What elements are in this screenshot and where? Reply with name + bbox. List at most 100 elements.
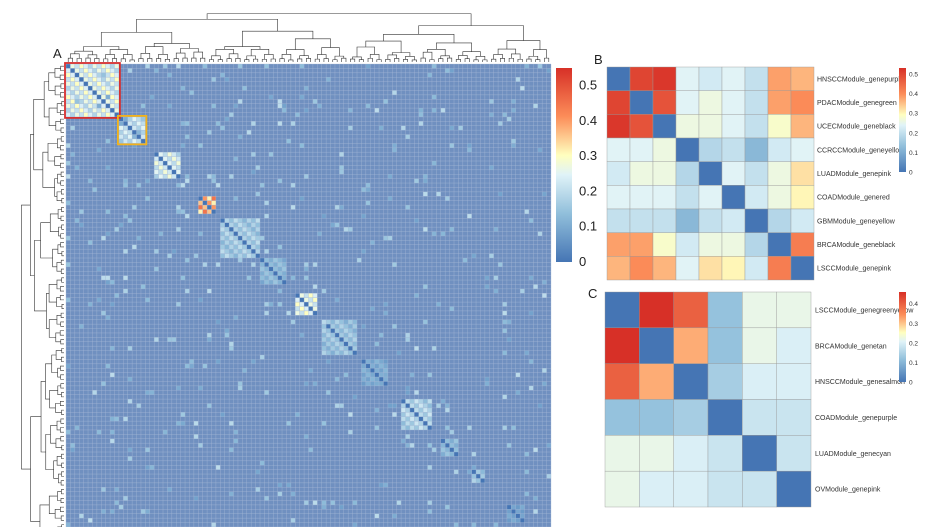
heatmap-a-cell (215, 121, 221, 126)
heatmap-a-cell (176, 161, 181, 166)
heatmap-c-cell (707, 470, 743, 508)
heatmap-a-cell (101, 112, 106, 117)
heatmap-a-cell (145, 390, 150, 395)
heatmap-a-cell (66, 72, 71, 78)
heatmap-a-cell (277, 262, 283, 267)
heatmap-a-cell (207, 174, 212, 179)
heatmap-c-cell (707, 327, 743, 364)
heatmap-a-cell (92, 64, 97, 69)
heatmap-b-row-label: HNSCCModule_genepurple (817, 76, 904, 83)
heatmap-a-cell (140, 138, 146, 144)
heatmap-a-cell (118, 138, 124, 144)
heatmap-a-cell (176, 209, 181, 214)
heatmap-a-cell (502, 319, 507, 325)
heatmap-a-cell (251, 253, 256, 258)
heatmap-a-cell (101, 275, 106, 281)
heatmap-a-cell (264, 275, 269, 281)
heatmap-a-cell (299, 306, 305, 311)
heatmap-a-cell (74, 94, 80, 100)
heatmap-a-cell (246, 249, 252, 254)
heatmap-a-cell (321, 288, 327, 294)
legend-a-tick-label: 0.3 (579, 148, 597, 163)
heatmap-a-cell (145, 297, 150, 303)
heatmap-a-cell (343, 319, 349, 325)
dendrogram-branch (60, 365, 64, 371)
heatmap-a-cell (180, 209, 186, 214)
heatmap-c-cell (604, 435, 640, 472)
heatmap-a-cell (440, 452, 446, 457)
heatmap-a-cell (454, 452, 459, 457)
dendrogram-branch (506, 40, 541, 50)
heatmap-a-cell (295, 412, 300, 417)
heatmap-a-cell (471, 253, 477, 258)
panel-c-letter: C (588, 286, 597, 301)
heatmap-a-cell (140, 130, 146, 135)
heatmap-a-cell (101, 381, 106, 386)
heatmap-a-cell (79, 209, 84, 214)
heatmap-a-cell (352, 522, 357, 527)
heatmap-a-cell (348, 125, 353, 131)
heatmap-a-cell (237, 253, 243, 258)
heatmap-a-cell (330, 500, 335, 505)
heatmap-a-cell (489, 112, 494, 117)
heatmap-c-cell (604, 363, 640, 400)
heatmap-a-cell (392, 262, 397, 267)
heatmap-a-cell (74, 86, 80, 91)
heatmap-a-cell (277, 275, 283, 281)
heatmap-a-cell (229, 240, 234, 245)
heatmap-a-cell (339, 319, 344, 325)
heatmap-a-cell (251, 121, 256, 126)
heatmap-a-cell (498, 191, 503, 197)
heatmap-a-cell (493, 522, 499, 527)
dendrogram-branch (350, 58, 356, 62)
dendrogram-branch (48, 284, 57, 303)
heatmap-a-cell (268, 275, 274, 281)
dendrogram-branch (376, 59, 382, 62)
dendrogram-branch (58, 473, 62, 484)
heatmap-a-cell (260, 262, 265, 267)
heatmap-a-cell (405, 205, 410, 210)
heatmap-a-cell (123, 496, 128, 501)
legend-a-tick-label: 0.5 (579, 78, 597, 93)
heatmap-b-row-label: CCRCCModule_geneyellow (817, 147, 905, 154)
heatmap-a-cell (154, 152, 159, 157)
heatmap-a-cell (127, 121, 133, 126)
dendrogram-branch (59, 330, 64, 336)
heatmap-a-cell (202, 209, 208, 214)
heatmap-b-cell (698, 90, 723, 115)
heatmap-a-cell (92, 390, 97, 395)
heatmap-a-cell (180, 412, 186, 417)
legend-b-tick-label: 0.5 (909, 71, 918, 78)
heatmap-a-cell (392, 412, 397, 417)
heatmap-a-cell (277, 271, 283, 276)
heatmap-a-cell (454, 522, 459, 527)
heatmap-a-cell (405, 385, 410, 391)
heatmap-a-cell (414, 293, 419, 298)
heatmap-a-cell (136, 138, 141, 144)
heatmap-a-cell (114, 500, 119, 505)
heatmap-a-cell (176, 302, 181, 307)
dendrogram-branch (129, 59, 135, 62)
heatmap-a-cell (449, 125, 454, 131)
heatmap-a-cell (401, 438, 406, 444)
heatmap-a-cell (123, 213, 128, 219)
heatmap-a-cell (220, 253, 225, 258)
heatmap-a-cell (458, 125, 463, 131)
heatmap-a-cell (255, 249, 260, 254)
heatmap-a-cell (383, 372, 388, 378)
heatmap-b-cell (767, 208, 792, 233)
heatmap-a-cell (489, 253, 494, 258)
heatmap-a-cell (202, 262, 208, 267)
heatmap-a-cell (264, 200, 269, 206)
heatmap-b-cell (790, 208, 815, 233)
heatmap-a-cell (511, 504, 516, 510)
dendrogram-branch (464, 58, 470, 62)
heatmap-a-cell (392, 143, 397, 148)
dendrogram-branch (56, 456, 62, 466)
heatmap-a-cell (348, 227, 353, 232)
dendrogram-branch (182, 57, 188, 62)
heatmap-b-cell (606, 114, 631, 139)
heatmap-a-cell (229, 112, 234, 117)
heatmap-a-cell (418, 416, 424, 422)
heatmap-a-cell (343, 341, 349, 347)
